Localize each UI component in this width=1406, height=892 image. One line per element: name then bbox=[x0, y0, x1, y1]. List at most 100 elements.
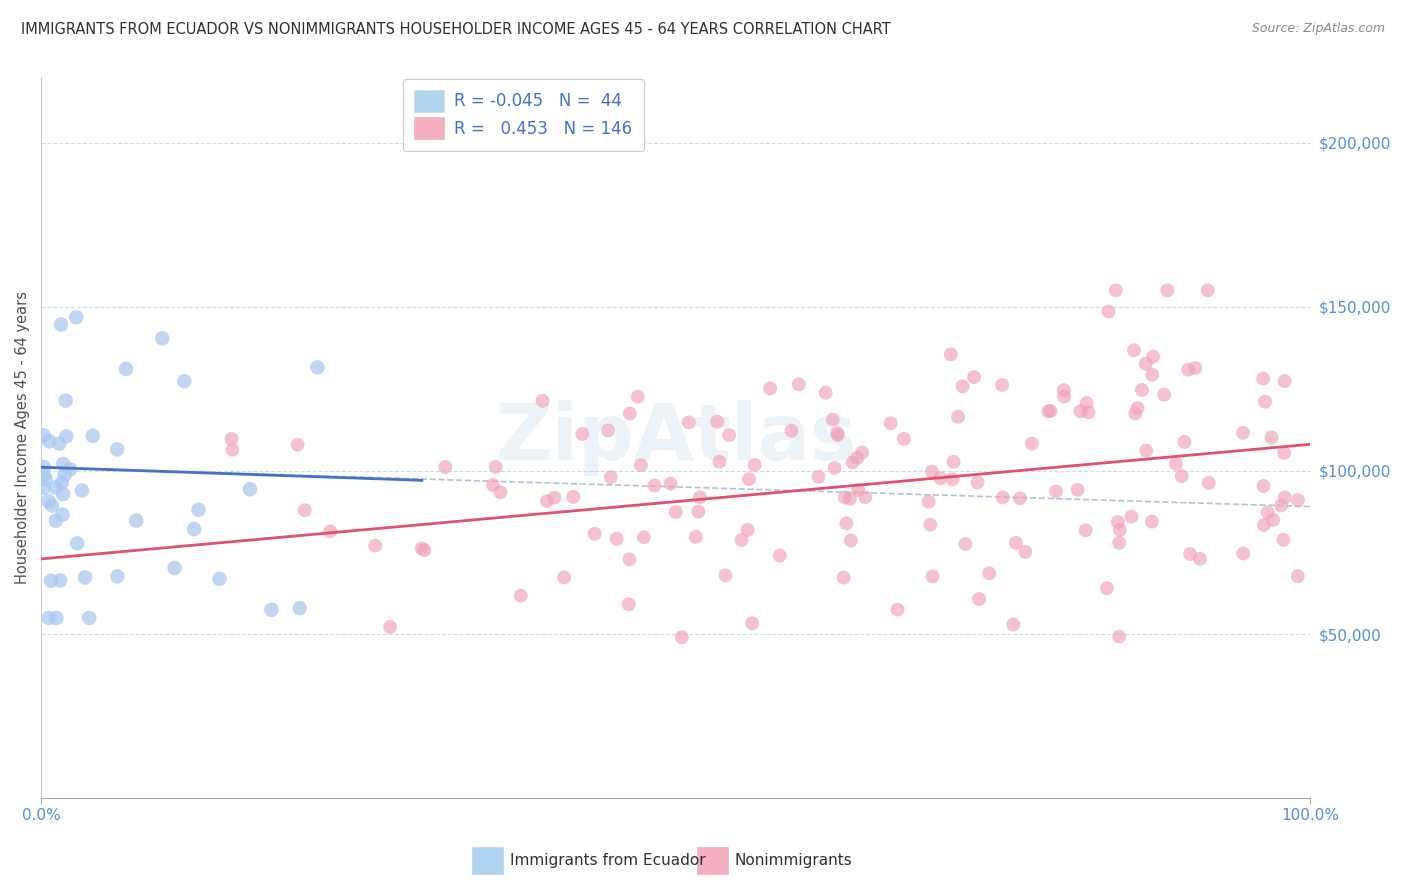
Point bbox=[1108, 630, 1130, 644]
Point bbox=[173, 374, 195, 388]
Point bbox=[1173, 434, 1195, 449]
Point bbox=[1053, 383, 1076, 397]
Point bbox=[221, 432, 243, 446]
Point bbox=[1076, 396, 1098, 410]
Point bbox=[967, 592, 990, 607]
Point bbox=[741, 616, 763, 631]
Point bbox=[1123, 343, 1146, 358]
Point bbox=[66, 536, 89, 550]
Point bbox=[759, 381, 782, 395]
Point bbox=[1164, 457, 1187, 471]
Point bbox=[1270, 499, 1292, 513]
Point bbox=[688, 505, 710, 519]
Point bbox=[37, 494, 59, 508]
Point bbox=[1107, 515, 1129, 529]
Point bbox=[709, 455, 731, 469]
Point bbox=[82, 429, 104, 443]
Point bbox=[1108, 523, 1130, 537]
Point bbox=[921, 465, 943, 479]
Point bbox=[821, 412, 844, 426]
Point bbox=[606, 532, 628, 546]
Point bbox=[841, 455, 863, 469]
Text: Nonimmigrants: Nonimmigrants bbox=[735, 854, 852, 868]
Point bbox=[221, 442, 243, 457]
Point bbox=[1105, 284, 1128, 298]
Point bbox=[1066, 483, 1088, 497]
Point bbox=[1257, 505, 1279, 519]
Point bbox=[1253, 518, 1275, 533]
Point bbox=[562, 490, 585, 504]
Point bbox=[1156, 284, 1178, 298]
Point bbox=[893, 432, 915, 446]
Point bbox=[1286, 493, 1309, 508]
Point bbox=[543, 491, 565, 505]
Point bbox=[1021, 436, 1043, 450]
Point bbox=[1108, 536, 1130, 550]
Point bbox=[744, 458, 766, 472]
Point bbox=[55, 393, 77, 408]
Point bbox=[1286, 569, 1309, 583]
Point bbox=[45, 514, 67, 528]
Point bbox=[827, 425, 849, 440]
Point bbox=[941, 472, 963, 486]
Point bbox=[1254, 394, 1277, 409]
Point bbox=[59, 462, 82, 476]
Point bbox=[706, 415, 728, 429]
Point bbox=[1053, 390, 1076, 404]
Point bbox=[1274, 491, 1296, 505]
Point bbox=[52, 487, 75, 501]
Point bbox=[77, 611, 100, 625]
Point bbox=[1014, 545, 1036, 559]
Point bbox=[1188, 552, 1211, 566]
Point bbox=[364, 539, 387, 553]
Point bbox=[671, 630, 693, 644]
Point bbox=[1232, 547, 1254, 561]
Point bbox=[41, 499, 63, 513]
Point bbox=[509, 589, 531, 603]
Point bbox=[832, 570, 855, 584]
Point bbox=[105, 569, 128, 583]
Point bbox=[434, 459, 457, 474]
Point bbox=[617, 597, 640, 611]
Point bbox=[65, 310, 87, 325]
Point bbox=[827, 428, 849, 442]
Point bbox=[51, 508, 73, 522]
Point bbox=[665, 505, 688, 519]
Point bbox=[1008, 491, 1031, 506]
Point bbox=[1002, 617, 1025, 632]
Point bbox=[678, 416, 700, 430]
Point bbox=[814, 385, 837, 400]
Point bbox=[32, 428, 55, 442]
Point bbox=[599, 470, 621, 484]
Point bbox=[1251, 371, 1274, 385]
Point bbox=[125, 514, 148, 528]
Point bbox=[287, 438, 309, 452]
Point bbox=[1178, 547, 1201, 561]
Point bbox=[1153, 387, 1175, 401]
Point bbox=[918, 494, 941, 508]
Point bbox=[939, 347, 962, 361]
Point bbox=[730, 533, 752, 547]
Point bbox=[1130, 383, 1153, 397]
Point bbox=[1045, 484, 1067, 499]
Point bbox=[929, 471, 952, 485]
Text: IMMIGRANTS FROM ECUADOR VS NONIMMIGRANTS HOUSEHOLDER INCOME AGES 45 - 64 YEARS C: IMMIGRANTS FROM ECUADOR VS NONIMMIGRANTS… bbox=[21, 22, 891, 37]
Point bbox=[921, 569, 943, 583]
Point bbox=[946, 409, 969, 424]
Point bbox=[596, 424, 619, 438]
Point bbox=[485, 459, 508, 474]
Point bbox=[48, 436, 70, 450]
Point bbox=[644, 478, 666, 492]
Text: Immigrants from Ecuador: Immigrants from Ecuador bbox=[510, 854, 706, 868]
Point bbox=[1184, 361, 1206, 376]
Point bbox=[627, 390, 650, 404]
Point bbox=[536, 494, 558, 508]
Point bbox=[115, 362, 138, 376]
Point bbox=[1272, 446, 1295, 460]
Point bbox=[952, 379, 974, 393]
Point bbox=[239, 483, 262, 497]
Legend: R = -0.045   N =  44, R =   0.453   N = 146: R = -0.045 N = 44, R = 0.453 N = 146 bbox=[402, 78, 644, 151]
Point bbox=[685, 530, 707, 544]
Point bbox=[75, 570, 97, 584]
Point bbox=[482, 478, 505, 492]
